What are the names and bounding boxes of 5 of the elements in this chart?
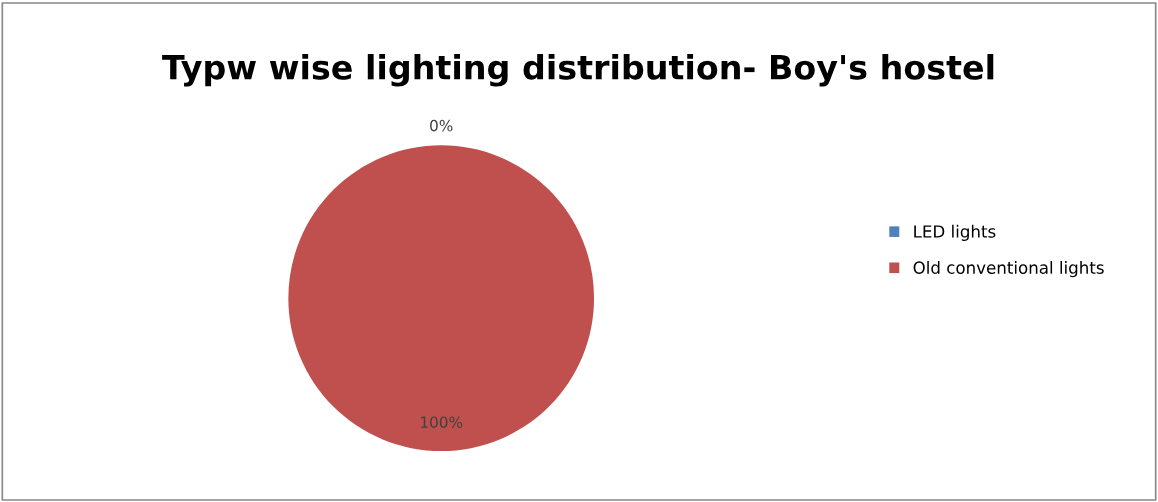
legend-label: Old conventional lights xyxy=(913,261,1104,278)
data-label: 100% xyxy=(421,416,463,428)
legend-label: LED lights xyxy=(914,224,996,241)
chart-title: Typw wise lighting distribution- Boy's hostel xyxy=(162,54,994,87)
text: 0% xyxy=(430,119,453,132)
